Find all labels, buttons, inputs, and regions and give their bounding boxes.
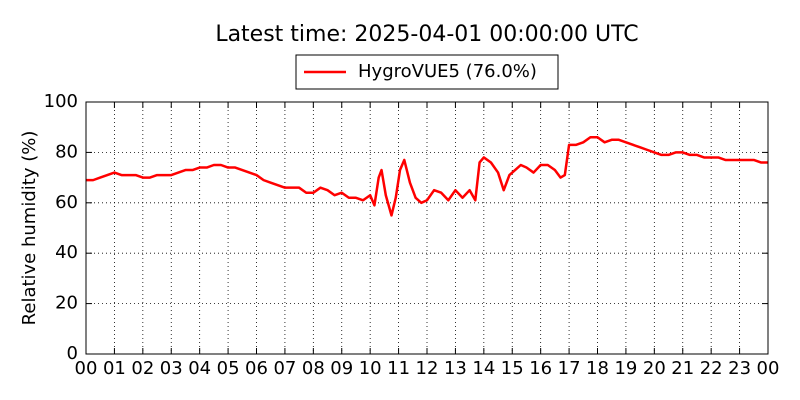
y-tick-label: 60 <box>55 192 78 213</box>
x-tick-label: 22 <box>700 358 723 379</box>
x-tick-label: 14 <box>472 358 495 379</box>
x-tick-label: 11 <box>387 358 410 379</box>
plot-frame <box>85 101 769 355</box>
x-tick-label: 20 <box>643 358 666 379</box>
x-tick-label: 06 <box>245 358 268 379</box>
x-tick-label: 12 <box>416 358 439 379</box>
x-tick-label: 00 <box>75 358 98 379</box>
y-tick-label: 40 <box>55 242 78 263</box>
x-tick-label: 21 <box>671 358 694 379</box>
x-tick-label: 23 <box>728 358 751 379</box>
x-tick-label: 03 <box>160 358 183 379</box>
x-tick-label: 05 <box>217 358 240 379</box>
x-tick-label: 02 <box>131 358 154 379</box>
x-tick-label: 13 <box>444 358 467 379</box>
legend: HygroVUE5 (76.0%) <box>295 54 559 90</box>
y-axis-label: Relative humidity (%) <box>19 131 40 326</box>
x-tick-label: 16 <box>529 358 552 379</box>
y-tick-label: 80 <box>55 141 78 162</box>
x-tick-label: 17 <box>558 358 581 379</box>
x-tick-label: 18 <box>586 358 609 379</box>
x-tick-label: 04 <box>188 358 211 379</box>
legend-label: HygroVUE5 (76.0%) <box>358 61 537 82</box>
x-tick-label: 00 <box>757 358 780 379</box>
x-tick-label: 09 <box>330 358 353 379</box>
x-tick-label: 10 <box>359 358 382 379</box>
x-tick-label: 07 <box>273 358 296 379</box>
y-tick-label: 20 <box>55 293 78 314</box>
x-tick-label: 08 <box>302 358 325 379</box>
x-tick-label: 01 <box>103 358 126 379</box>
y-tick-label: 0 <box>67 343 78 364</box>
y-tick-label: 100 <box>44 91 78 112</box>
chart-title: Latest time: 2025-04-01 00:00:00 UTC <box>215 22 638 47</box>
data-line <box>86 136 768 217</box>
x-tick-label: 15 <box>501 358 524 379</box>
x-tick-label: 19 <box>614 358 637 379</box>
